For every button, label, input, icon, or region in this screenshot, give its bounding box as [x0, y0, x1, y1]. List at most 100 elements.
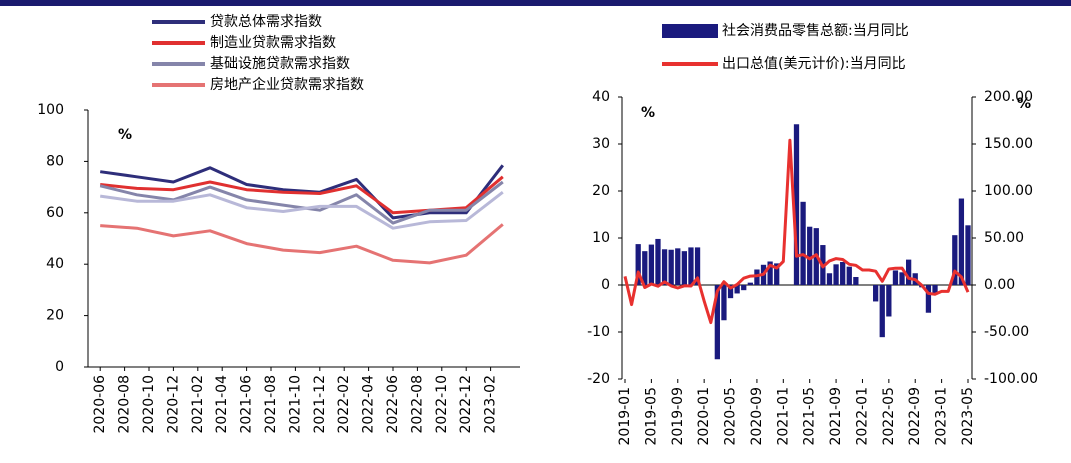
- bar: [741, 285, 747, 291]
- bar: [892, 270, 899, 285]
- bar: [800, 201, 806, 285]
- y2-tick-label: -100.00: [984, 371, 1038, 387]
- x-tick-label: 2021-12: [312, 375, 328, 434]
- series-line: [100, 223, 504, 265]
- y2-tick-label: 0.00: [984, 277, 1015, 293]
- y2-tick-label: 200.00: [984, 89, 1033, 105]
- x-tick-label: 2021-06: [239, 375, 255, 434]
- bar: [932, 285, 938, 294]
- bar: [734, 285, 740, 294]
- bar: [668, 249, 674, 285]
- bar: [925, 285, 932, 313]
- bar: [714, 285, 720, 360]
- bar: [826, 273, 833, 285]
- bar: [905, 259, 912, 285]
- legend-label: 贷款总体需求指数: [210, 14, 322, 30]
- legend-label: 房地产企业贷款需求指数: [210, 76, 364, 93]
- bar: [952, 235, 958, 285]
- y-tick-label: 100: [37, 102, 64, 118]
- unit-label: %: [641, 105, 655, 121]
- legend-label: 制造业贷款需求指数: [210, 35, 336, 51]
- bar: [833, 264, 839, 285]
- x-tick-label: 2023-05: [960, 387, 976, 446]
- x-tick-label: 2021-01: [775, 387, 791, 446]
- x-tick-label: 2021-09: [828, 387, 844, 446]
- bar: [774, 263, 780, 285]
- legend-label: 基础设施贷款需求指数: [210, 55, 350, 72]
- bar: [675, 248, 681, 285]
- y-tick-label: 20: [46, 308, 64, 324]
- y-tick-label: 0: [55, 359, 64, 375]
- bar: [879, 285, 885, 338]
- bar: [661, 249, 668, 285]
- series-line: [99, 191, 504, 230]
- unit-label: %: [1017, 96, 1031, 112]
- y-tick-label: 0: [601, 277, 610, 293]
- bar: [807, 226, 813, 285]
- y-tick-label: 40: [592, 89, 610, 105]
- x-tick-label: 2020-05: [723, 387, 739, 446]
- bar: [767, 261, 773, 285]
- bar: [886, 285, 892, 317]
- x-tick-label: 2020-10: [141, 375, 157, 434]
- bar: [840, 261, 846, 285]
- bar: [681, 251, 688, 285]
- y-tick-label: 30: [592, 136, 610, 152]
- bar: [899, 272, 905, 285]
- bar: [853, 277, 859, 285]
- x-tick-label: 2022-05: [881, 387, 897, 446]
- x-tick-label: 2019-09: [670, 387, 686, 446]
- x-tick-label: 2020-01: [696, 387, 712, 446]
- y-tick-label: -10: [587, 324, 610, 340]
- bar: [965, 225, 971, 285]
- y-tick-label: -20: [587, 371, 610, 387]
- x-tick-label: 2022-12: [458, 375, 474, 434]
- y-tick-label: 60: [46, 205, 64, 221]
- bar: [694, 247, 701, 285]
- legend-label: 社会消费品零售总额:当月同比: [722, 23, 909, 39]
- bar: [635, 244, 641, 285]
- bar: [655, 238, 661, 285]
- x-tick-label: 2021-10: [287, 375, 303, 434]
- bar: [648, 244, 655, 285]
- bar: [642, 251, 648, 285]
- bar: [727, 285, 734, 299]
- y2-tick-label: -50.00: [984, 324, 1029, 340]
- bar: [721, 285, 727, 321]
- y2-tick-label: 150.00: [984, 136, 1033, 152]
- y-tick-label: 40: [46, 256, 64, 272]
- unit-label: %: [118, 127, 132, 143]
- legend-swatch: [662, 24, 718, 38]
- y-tick-label: 10: [592, 230, 610, 246]
- x-tick-label: 2021-02: [190, 375, 206, 434]
- series-line: [99, 164, 504, 220]
- bar: [747, 282, 753, 285]
- legend-label: 出口总值(美元计价):当月同比: [722, 56, 906, 72]
- series-line: [623, 138, 970, 325]
- x-tick-label: 2023-01: [934, 387, 950, 446]
- y2-tick-label: 100.00: [984, 183, 1033, 199]
- bar: [873, 285, 879, 302]
- y-tick-label: 80: [46, 153, 64, 169]
- y-tick-label: 20: [592, 183, 610, 199]
- x-tick-label: 2022-10: [434, 375, 450, 434]
- x-tick-label: 2022-04: [361, 375, 377, 434]
- x-tick-label: 2020-12: [165, 375, 181, 434]
- top-bar: [0, 0, 1071, 6]
- bar: [793, 124, 800, 285]
- x-tick-label: 2022-01: [854, 387, 870, 446]
- bar: [754, 269, 760, 285]
- x-tick-label: 2020-09: [749, 387, 765, 446]
- x-tick-label: 2020-06: [92, 375, 108, 434]
- bar: [958, 198, 965, 285]
- bar: [846, 266, 852, 285]
- x-tick-label: 2022-02: [336, 375, 352, 434]
- x-tick-label: 2022-08: [409, 375, 425, 434]
- y2-tick-label: 50.00: [984, 230, 1024, 246]
- x-tick-label: 2021-05: [802, 387, 818, 446]
- bar: [688, 247, 694, 285]
- x-tick-label: 2019-01: [617, 387, 633, 446]
- x-tick-label: 2019-05: [643, 387, 659, 446]
- x-tick-label: 2021-08: [263, 375, 279, 434]
